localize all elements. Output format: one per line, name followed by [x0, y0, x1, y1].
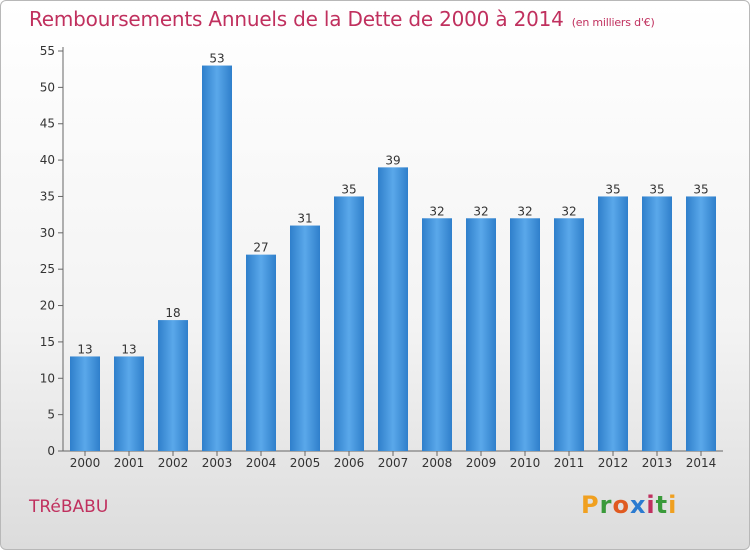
- chart-title: Remboursements Annuels de la Dette de 20…: [29, 7, 655, 31]
- bar: [290, 225, 320, 451]
- bar: [554, 218, 584, 451]
- data-label: 35: [341, 182, 356, 196]
- y-tick-label: 0: [47, 444, 55, 458]
- bar: [510, 218, 540, 451]
- y-tick-label: 25: [40, 262, 55, 276]
- data-label: 27: [253, 241, 268, 255]
- data-label: 39: [385, 153, 400, 167]
- x-tick-label: 2008: [422, 456, 453, 470]
- data-label: 13: [121, 342, 136, 356]
- bar: [686, 196, 716, 451]
- x-tick-label: 2005: [290, 456, 321, 470]
- x-tick-label: 2007: [378, 456, 409, 470]
- chart-title-text: Remboursements Annuels de la Dette de 20…: [29, 7, 564, 31]
- x-tick-label: 2006: [334, 456, 365, 470]
- x-tick-label: 2000: [70, 456, 101, 470]
- logo-letter: i: [668, 491, 678, 519]
- data-label: 18: [165, 306, 180, 320]
- y-tick-label: 15: [40, 335, 55, 349]
- y-tick-label: 45: [40, 117, 55, 131]
- chart-subtitle: (en milliers d'€): [571, 16, 655, 29]
- bar: [598, 196, 628, 451]
- y-tick-label: 35: [40, 189, 55, 203]
- y-tick-label: 50: [40, 80, 55, 94]
- x-tick-label: 2001: [114, 456, 145, 470]
- data-label: 35: [605, 182, 620, 196]
- logo-letter: P: [581, 491, 600, 519]
- bar: [246, 254, 276, 451]
- x-tick-label: 2004: [246, 456, 277, 470]
- x-tick-label: 2012: [598, 456, 629, 470]
- y-tick-label: 40: [40, 153, 55, 167]
- x-tick-label: 2003: [202, 456, 233, 470]
- x-tick-label: 2009: [466, 456, 497, 470]
- logo-letter: t: [655, 491, 669, 519]
- y-tick-label: 30: [40, 226, 55, 240]
- y-tick-label: 20: [40, 299, 55, 313]
- bar: [422, 218, 452, 451]
- bar: [202, 65, 232, 451]
- commune-name: TRéBABU: [29, 497, 109, 517]
- y-tick-label: 10: [40, 371, 55, 385]
- bar: [114, 356, 144, 451]
- data-label: 32: [517, 204, 532, 218]
- x-tick-label: 2013: [642, 456, 673, 470]
- data-label: 35: [649, 182, 664, 196]
- logo-letter: x: [629, 491, 647, 519]
- logo-letter: i: [646, 491, 656, 519]
- logo-letter: r: [599, 491, 613, 519]
- x-tick-label: 2014: [686, 456, 717, 470]
- proxiti-logo: Proxiti: [581, 491, 677, 519]
- y-tick-label: 55: [40, 44, 55, 58]
- data-label: 32: [473, 204, 488, 218]
- x-tick-label: 2011: [554, 456, 585, 470]
- data-label: 32: [561, 204, 576, 218]
- bar: [334, 196, 364, 451]
- data-label: 32: [429, 204, 444, 218]
- bar: [158, 320, 188, 451]
- data-label: 35: [693, 182, 708, 196]
- data-label: 31: [297, 212, 312, 226]
- x-tick-label: 2002: [158, 456, 189, 470]
- bar: [642, 196, 672, 451]
- logo-letter: o: [612, 491, 630, 519]
- x-tick-label: 2010: [510, 456, 541, 470]
- data-label: 53: [209, 52, 224, 66]
- bar: [378, 167, 408, 451]
- bar: [70, 356, 100, 451]
- data-label: 13: [77, 342, 92, 356]
- y-tick-label: 5: [47, 408, 55, 422]
- bar: [466, 218, 496, 451]
